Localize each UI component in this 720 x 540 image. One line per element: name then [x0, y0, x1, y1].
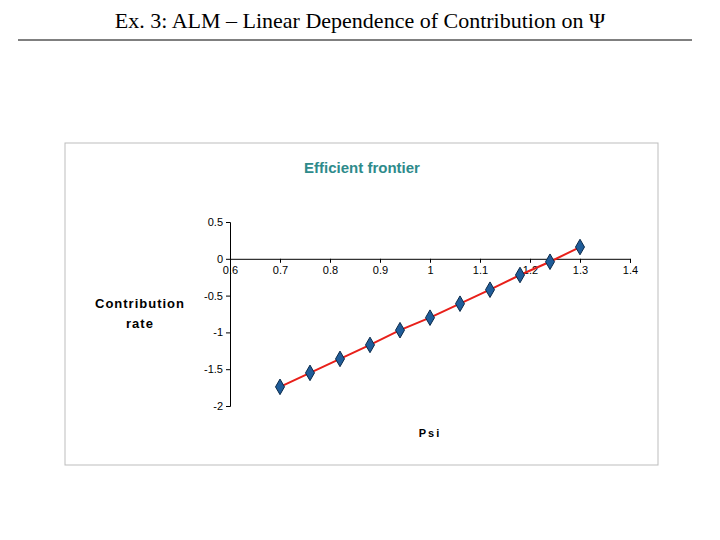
y-tick-mark [226, 332, 230, 333]
x-tick-mark [430, 259, 431, 263]
x-axis-title: Psi [419, 427, 442, 439]
x-tick-mark [280, 259, 281, 263]
x-tick-label: 1 [427, 264, 433, 276]
x-tick-label: 1.3 [573, 264, 588, 276]
series-marker [366, 337, 375, 353]
series-marker [546, 254, 555, 270]
series-marker [336, 351, 345, 367]
x-tick: 1.3 [573, 259, 588, 276]
x-axis-line [231, 259, 631, 263]
plot-area [276, 239, 585, 394]
x-tick: 0.7 [273, 259, 288, 276]
y-tick-mark [226, 369, 230, 370]
y-tick-mark [226, 259, 230, 260]
x-tick-mark [330, 259, 331, 263]
y-tick-label: -1.5 [204, 363, 223, 375]
x-tick-mark [580, 259, 581, 263]
x-tick: 1 [427, 259, 433, 276]
chart-frame [65, 143, 658, 465]
y-tick: -0.5 [204, 290, 230, 302]
x-tick: 1.4 [623, 259, 638, 276]
y-axis: 0.50-0.5-1-1.5-2 [204, 216, 230, 412]
x-tick-label: 1.1 [473, 264, 488, 276]
x-tick-mark [530, 259, 531, 263]
series-line [280, 247, 580, 387]
series-marker [426, 310, 435, 326]
x-tick: 1.1 [473, 259, 488, 276]
y-axis-line [226, 223, 231, 407]
series-marker [486, 282, 495, 298]
y-axis-title: Contributionrate [95, 296, 185, 331]
series-marker [306, 365, 315, 381]
x-axis: 0.60.70.80.911.11.21.31.4 [223, 259, 638, 276]
x-tick-mark [380, 259, 381, 263]
y-tick: -1 [213, 326, 230, 338]
y-tick-label: 0.5 [208, 216, 223, 228]
y-tick-mark [226, 296, 230, 297]
heading-rule [18, 40, 692, 41]
y-tick: -2 [213, 400, 230, 412]
x-tick-label: 0.9 [373, 264, 388, 276]
slide: Ex. 3: ALM – Linear Dependence of Contri… [0, 0, 720, 540]
series-marker [576, 239, 585, 255]
series-marker [456, 296, 465, 312]
y-tick: 0.5 [208, 216, 230, 228]
y-tick-label: -1 [213, 326, 223, 338]
x-tick-mark [630, 259, 631, 263]
chart-title: Efficient frontier [304, 159, 420, 176]
slide-heading: Ex. 3: ALM – Linear Dependence of Contri… [115, 8, 606, 33]
y-tick-mark [226, 222, 230, 223]
series-marker [516, 267, 525, 283]
x-tick: 0.9 [373, 259, 388, 276]
x-tick-mark [480, 259, 481, 263]
y-tick: -1.5 [204, 363, 230, 375]
x-tick-mark [230, 259, 231, 263]
x-tick-label: 1.4 [623, 264, 638, 276]
x-tick-label: 0.6 [223, 264, 238, 276]
x-tick-label: 0.7 [273, 264, 288, 276]
series-marker [276, 379, 285, 395]
series-marker [396, 322, 405, 338]
y-tick-label: -2 [213, 400, 223, 412]
x-tick: 0.8 [323, 259, 338, 276]
x-tick-label: 0.8 [323, 264, 338, 276]
x-tick: 0.6 [223, 259, 238, 276]
y-tick-label: -0.5 [204, 290, 223, 302]
y-tick-mark [226, 406, 230, 407]
